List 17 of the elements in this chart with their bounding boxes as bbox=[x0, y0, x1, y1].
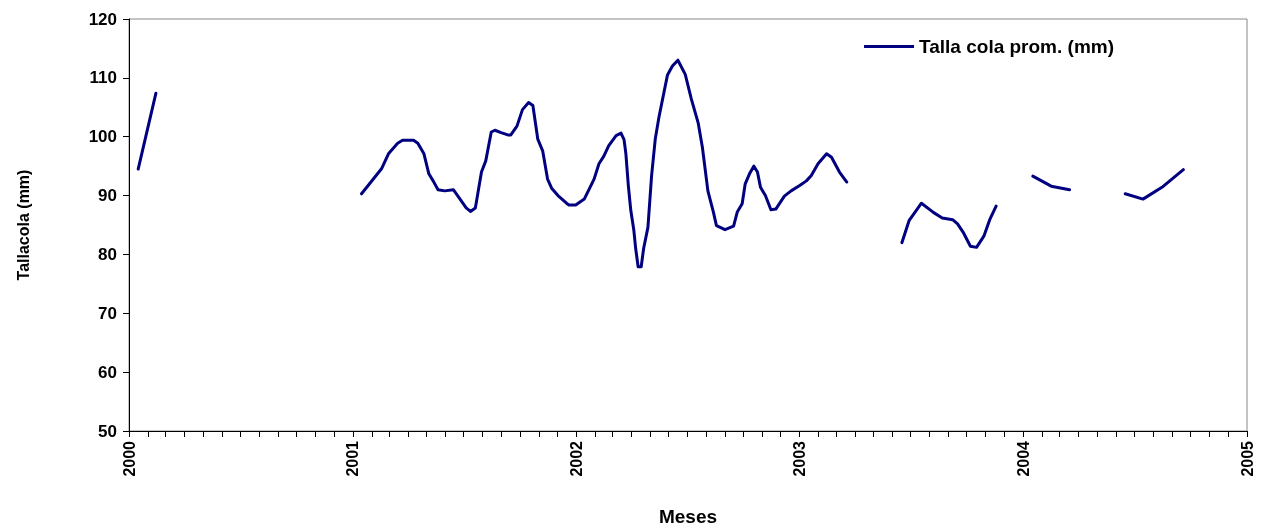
x-tick-label: 2005 bbox=[1238, 440, 1256, 477]
x-tick-label: 2001 bbox=[344, 440, 362, 477]
x-tick-label: 2003 bbox=[791, 440, 809, 477]
y-tick-label: 50 bbox=[98, 421, 117, 441]
y-tick-label: 90 bbox=[98, 186, 117, 206]
y-tick-label: 70 bbox=[98, 303, 117, 323]
x-axis-title: Meses bbox=[658, 506, 718, 527]
y-axis-title: Tallacola (mm) bbox=[14, 169, 32, 281]
x-tick-label: 2000 bbox=[120, 440, 138, 477]
legend-label: Talla cola prom. (mm) bbox=[919, 36, 1115, 57]
x-tick-label: 2004 bbox=[1014, 440, 1032, 477]
y-tick-label: 80 bbox=[98, 244, 117, 264]
y-tick-label: 60 bbox=[98, 362, 117, 382]
y-tick-label: 100 bbox=[88, 127, 117, 147]
y-tick-label: 120 bbox=[88, 9, 117, 29]
x-tick-label: 2002 bbox=[567, 440, 585, 477]
y-tick-label: 110 bbox=[89, 68, 117, 88]
